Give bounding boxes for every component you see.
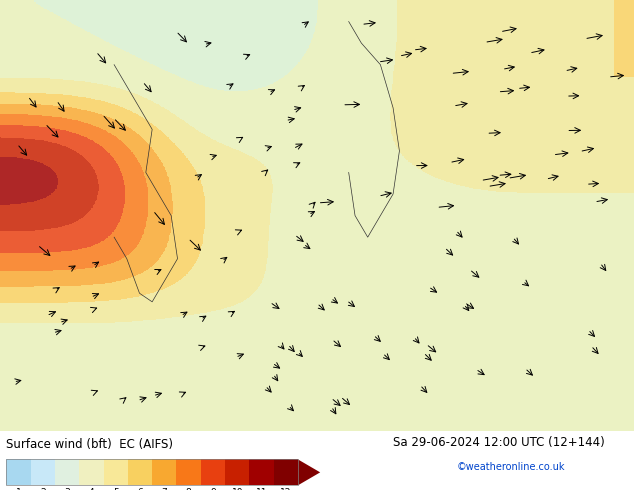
Text: 2: 2 (40, 488, 46, 490)
Bar (6, 460, 298, 485)
Text: Sa 29-06-2024 12:00 UTC (12+144): Sa 29-06-2024 12:00 UTC (12+144) (393, 436, 605, 449)
Text: 5: 5 (113, 488, 119, 490)
Text: 11: 11 (256, 488, 268, 490)
Bar (201, 460, 225, 485)
Text: 1: 1 (16, 488, 22, 490)
Text: 6: 6 (137, 488, 143, 490)
Text: 10: 10 (231, 488, 243, 490)
Bar (225, 460, 249, 485)
Bar (152, 460, 176, 485)
Bar (6, 460, 30, 485)
Text: 7: 7 (162, 488, 167, 490)
Text: 3: 3 (64, 488, 70, 490)
Bar (176, 460, 201, 485)
Text: 12: 12 (280, 488, 292, 490)
Bar (79, 460, 103, 485)
Bar (103, 460, 128, 485)
Text: 9: 9 (210, 488, 216, 490)
Text: Surface wind (bft)  EC (AIFS): Surface wind (bft) EC (AIFS) (6, 438, 173, 451)
Text: ©weatheronline.co.uk: ©weatheronline.co.uk (456, 462, 565, 472)
Bar (128, 460, 152, 485)
Polygon shape (298, 460, 320, 485)
Bar (274, 460, 298, 485)
Bar (249, 460, 274, 485)
Text: 8: 8 (186, 488, 191, 490)
Text: 4: 4 (89, 488, 94, 490)
Bar (55, 460, 79, 485)
Bar (30, 460, 55, 485)
